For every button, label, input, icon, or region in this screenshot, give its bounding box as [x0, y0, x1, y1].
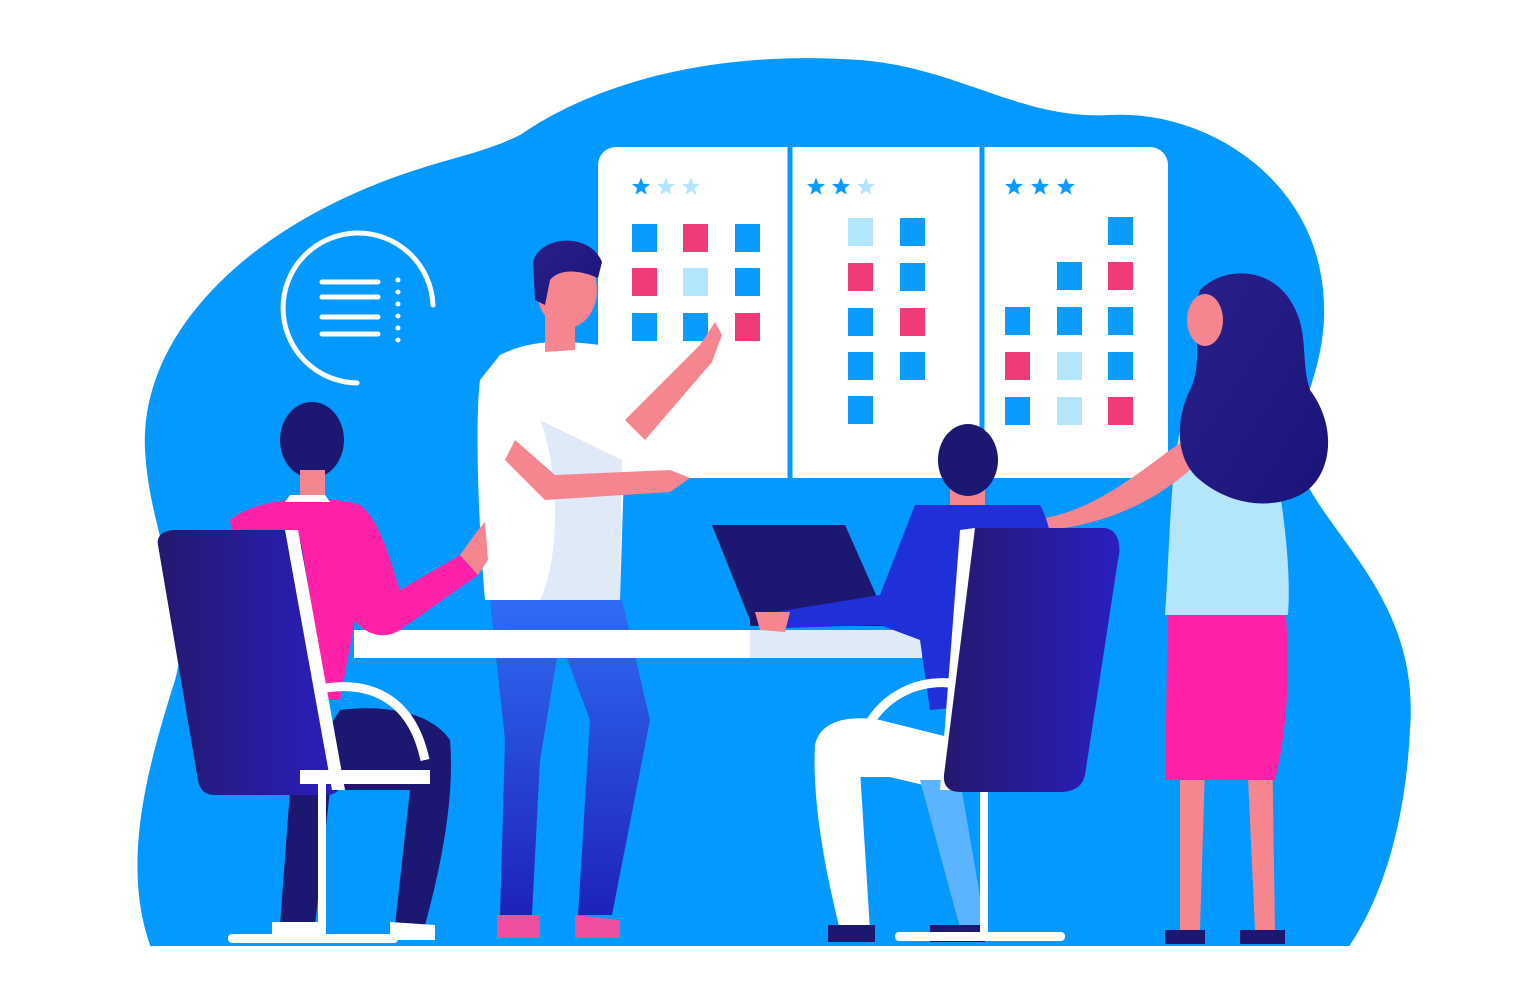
card	[632, 268, 657, 296]
card	[683, 224, 708, 252]
left-chair	[157, 530, 430, 943]
card	[632, 224, 657, 252]
card	[1005, 352, 1030, 380]
card	[683, 313, 708, 341]
star	[1005, 177, 1023, 195]
table-edge	[750, 630, 922, 658]
card	[683, 268, 708, 296]
star	[632, 177, 650, 195]
card	[1005, 307, 1030, 335]
card	[1108, 307, 1133, 335]
star	[857, 177, 875, 195]
right-chair	[850, 528, 1120, 941]
card	[735, 224, 760, 252]
woman	[1045, 273, 1329, 945]
star	[1031, 177, 1049, 195]
kanban-board	[598, 147, 1168, 478]
standing-man	[477, 240, 722, 938]
card	[900, 263, 925, 291]
card	[1108, 262, 1133, 290]
stars	[632, 177, 1075, 195]
card	[1005, 397, 1030, 425]
card	[848, 263, 873, 291]
checklist-dots	[395, 277, 401, 343]
card	[900, 218, 925, 246]
card	[1108, 217, 1133, 245]
laptop	[712, 525, 885, 620]
card	[1108, 397, 1133, 425]
card	[632, 313, 657, 341]
star	[682, 177, 700, 195]
card	[848, 352, 873, 380]
star	[657, 177, 675, 195]
card	[848, 308, 873, 336]
card	[1057, 397, 1082, 425]
card	[1057, 262, 1082, 290]
card	[900, 308, 925, 336]
ground	[150, 944, 1350, 946]
card	[900, 352, 925, 380]
card	[848, 396, 873, 424]
star	[832, 177, 850, 195]
card	[1057, 352, 1082, 380]
checklist-icon	[280, 230, 436, 386]
card	[735, 313, 760, 341]
card	[1057, 307, 1082, 335]
star	[1057, 177, 1075, 195]
card	[848, 218, 873, 246]
card	[735, 268, 760, 296]
cards	[632, 217, 1133, 425]
card	[1108, 352, 1133, 380]
star	[807, 177, 825, 195]
